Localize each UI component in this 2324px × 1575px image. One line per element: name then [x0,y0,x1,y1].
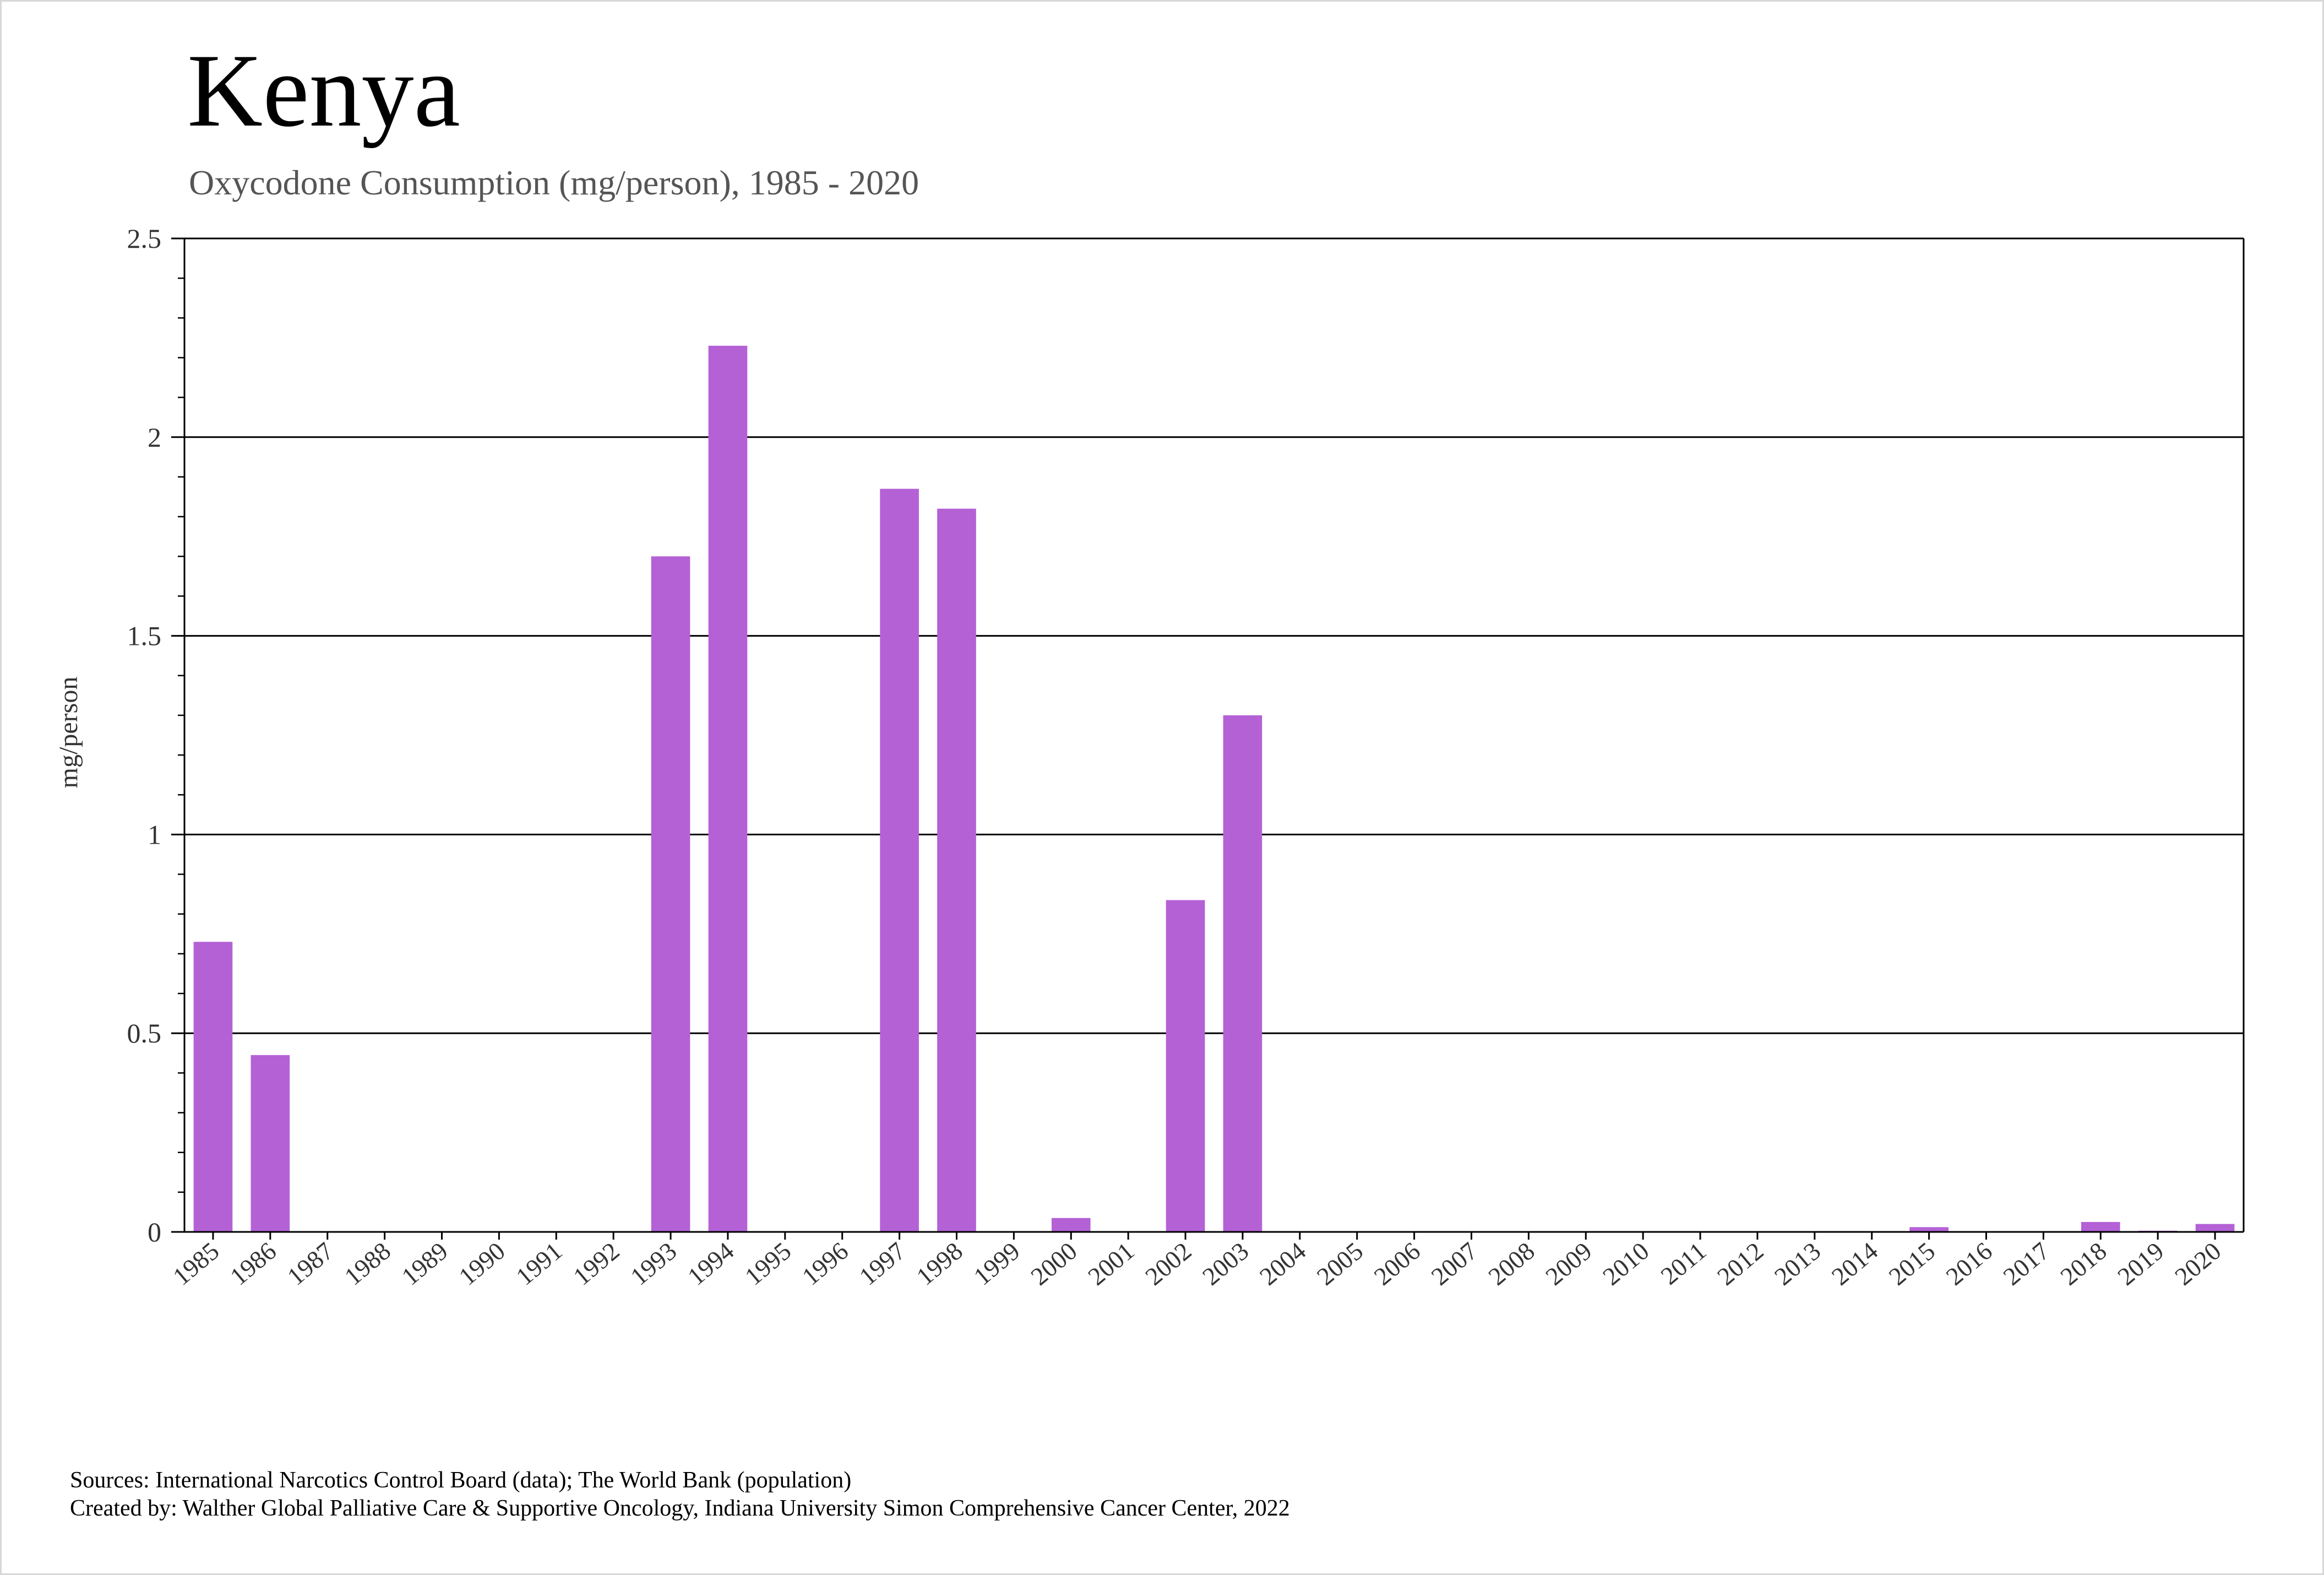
x-tick-label: 2002 [1140,1237,1196,1291]
x-tick-label: 2013 [1769,1237,1826,1291]
chart-title: Kenya [187,33,460,149]
x-tick-label: 1996 [797,1237,853,1291]
chart-subtitle: Oxycodone Consumption (mg/person), 1985 … [189,163,919,202]
x-tick-label: 1999 [968,1237,1025,1291]
x-tick-label: 2006 [1369,1237,1425,1291]
bar-2015 [1909,1227,1949,1232]
x-tick-label: 2018 [2055,1237,2111,1291]
bar-1993 [651,556,690,1232]
x-tick-label: 2000 [1025,1237,1082,1291]
x-tick-label: 1993 [625,1237,682,1291]
bar-2020 [2195,1224,2235,1232]
y-tick-label: 2 [148,422,161,453]
y-tick-label: 1.5 [127,621,162,651]
x-tick-label: 1992 [568,1237,624,1291]
x-tick-label: 1990 [454,1237,510,1291]
bar-1997 [880,488,919,1232]
x-tick-label: 2020 [2169,1237,2226,1291]
bar-1994 [708,345,748,1232]
x-tick-label: 1986 [225,1237,281,1291]
y-tick-label: 0 [148,1216,161,1247]
x-tick-label: 1991 [510,1237,567,1291]
x-tick-label: 2019 [2112,1237,2169,1291]
x-tick-label: 1985 [167,1237,224,1291]
x-tick-label: 1987 [282,1237,339,1291]
y-axis-label: mg/person [54,677,83,789]
footer-created-by: Created by: Walther Global Palliative Ca… [70,1496,1290,1521]
x-tick-label: 1989 [396,1237,453,1291]
y-tick-label: 2.5 [127,223,162,254]
bar-2000 [1051,1218,1091,1232]
x-tick-label: 2010 [1597,1237,1654,1291]
x-tick-label: 2014 [1826,1237,1883,1291]
bar-1998 [937,508,976,1232]
x-tick-label: 2005 [1311,1237,1368,1291]
gridlines [184,237,2244,1034]
bar-2018 [2081,1221,2120,1232]
x-tick-label: 2009 [1540,1237,1597,1291]
bars [193,345,2235,1232]
axes [171,237,2245,1240]
x-tick-label: 1988 [339,1237,396,1291]
x-tick-label: 1997 [854,1237,911,1291]
bar-2003 [1223,715,1262,1232]
x-tick-label: 2003 [1197,1237,1254,1291]
bar-2002 [1166,900,1205,1232]
bar-1986 [251,1055,290,1232]
x-tick-label: 2004 [1254,1237,1311,1291]
x-tick-label: 2011 [1656,1237,1712,1290]
bar-1985 [193,942,233,1232]
x-tick-label: 1994 [682,1237,739,1291]
y-tick-label: 0.5 [127,1018,162,1049]
x-tick-label: 2017 [1998,1237,2055,1291]
x-tick-label: 2012 [1712,1237,1768,1291]
x-tick-label: 2007 [1426,1237,1483,1291]
x-tick-label: 1995 [739,1237,796,1291]
footer-sources: Sources: International Narcotics Control… [70,1468,852,1493]
x-tick-label: 1998 [911,1237,968,1291]
x-tick-label: 2008 [1483,1237,1540,1291]
x-tick-label: 2016 [1941,1237,1998,1291]
x-tick-label: 2015 [1884,1237,1940,1291]
x-tick-label: 2001 [1082,1237,1139,1291]
y-tick-label: 1 [148,819,161,850]
